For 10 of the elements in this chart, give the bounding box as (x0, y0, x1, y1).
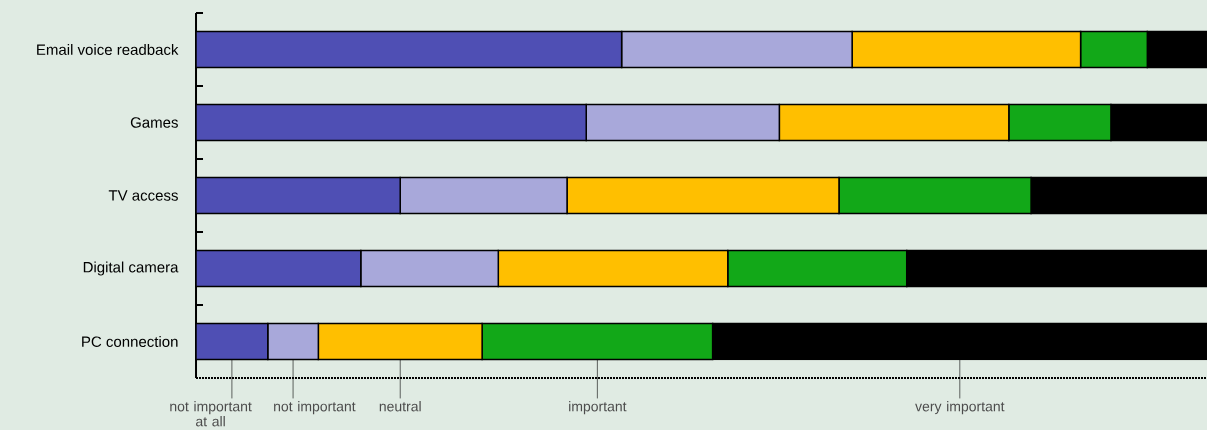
text: not important at all (170, 401, 252, 427)
text: important (569, 401, 627, 415)
text: very important (915, 401, 1005, 415)
y-tick-label: Games (130, 117, 178, 128)
text: not important (274, 401, 356, 415)
text: neutral (379, 401, 421, 412)
y-tick-label: Digital camera (83, 261, 179, 276)
y-tick-label: TV access (108, 190, 178, 201)
y-tick-label: PC connection (82, 335, 178, 347)
y-tick-label: Email voice readback (37, 43, 179, 55)
